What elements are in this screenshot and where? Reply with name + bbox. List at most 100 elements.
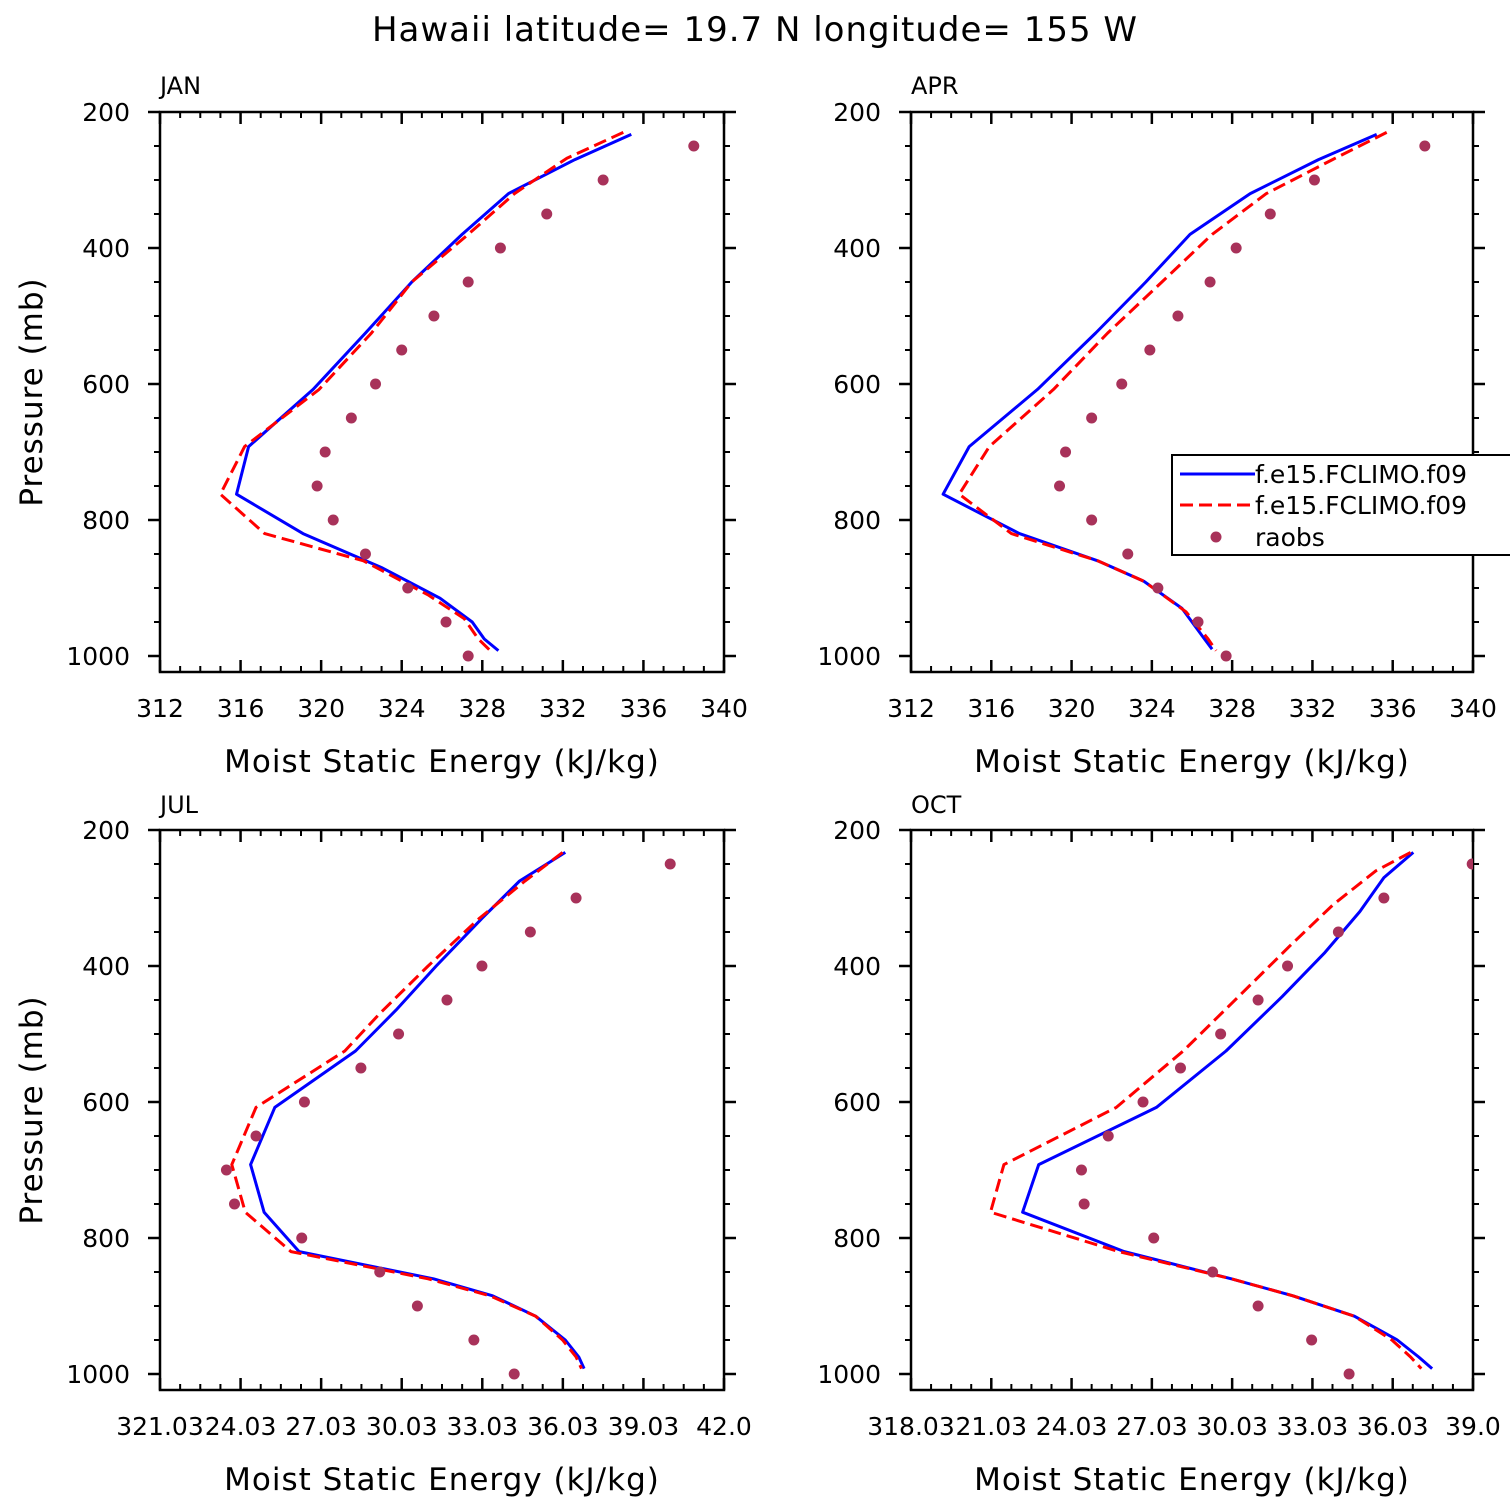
series-group	[220, 851, 676, 1380]
raobs-point	[1152, 582, 1164, 594]
model-dashed-line	[989, 851, 1423, 1370]
y-tick-label: 1000	[66, 642, 130, 671]
raobs-point	[311, 480, 323, 492]
raobs-point	[1220, 650, 1232, 662]
x-tick-label: 328	[458, 694, 506, 723]
raobs-point	[462, 276, 474, 288]
raobs-point	[345, 412, 357, 424]
x-tick-label: 318.03	[867, 1412, 954, 1441]
raobs-point	[688, 140, 700, 152]
raobs-point	[1060, 446, 1072, 458]
raobs-point	[396, 344, 408, 356]
x-axis-label: Moist Static Energy (kJ/kg)	[224, 744, 660, 780]
raobs-point	[1343, 1368, 1355, 1380]
raobs-point	[1102, 1130, 1114, 1142]
x-tick-label: 39.0	[1445, 1412, 1501, 1441]
x-axis-label: Moist Static Energy (kJ/kg)	[224, 1462, 660, 1498]
x-tick-label: 312	[887, 694, 935, 723]
raobs-point	[1172, 310, 1184, 322]
y-tick-label: 200	[82, 98, 130, 127]
raobs-point	[1252, 994, 1264, 1006]
raobs-point	[319, 446, 331, 458]
raobs-point	[1230, 242, 1242, 254]
y-axis-label: Pressure (mb)	[14, 277, 50, 506]
plot-frame	[158, 110, 726, 674]
x-tick-label: 332	[1289, 694, 1337, 723]
x-tick-label: 30.03	[1196, 1412, 1268, 1441]
raobs-point	[229, 1198, 241, 1210]
x-tick-label: 33.03	[446, 1412, 518, 1441]
raobs-point	[1148, 1232, 1160, 1244]
x-tick-label: 30.03	[366, 1412, 438, 1441]
x-tick-label: 336	[620, 694, 668, 723]
raobs-point	[524, 926, 536, 938]
raobs-point	[355, 1062, 367, 1074]
raobs-point	[1086, 412, 1098, 424]
series-group	[941, 131, 1431, 662]
y-tick-label: 600	[82, 370, 130, 399]
x-tick-label: 27.03	[1116, 1412, 1188, 1441]
raobs-point	[428, 310, 440, 322]
x-tick-label: 33.03	[1277, 1412, 1349, 1441]
raobs-point	[374, 1266, 386, 1278]
raobs-point	[359, 548, 371, 560]
y-tick-label: 600	[833, 370, 881, 399]
series-group	[989, 851, 1473, 1380]
raobs-point	[440, 616, 452, 628]
x-tick-label: 39.03	[608, 1412, 680, 1441]
plot-frame	[909, 828, 1475, 1392]
plot-frame	[909, 110, 1475, 674]
y-tick-label: 1000	[817, 1360, 881, 1389]
x-tick-label: 321.03	[116, 1412, 203, 1441]
chart-panel-apr: APR 312 316 320 324 328 332 336 340 200 400 600 800…	[817, 72, 1510, 780]
panel-title-jul: JUL	[158, 791, 199, 819]
x-tick-label: 24.03	[205, 1412, 277, 1441]
y-tick-label: 1000	[66, 1360, 130, 1389]
x-tick-label: 316	[967, 694, 1015, 723]
raobs-point	[1252, 1300, 1264, 1312]
raobs-point	[1086, 514, 1098, 526]
raobs-point	[1116, 378, 1128, 390]
series-group	[218, 131, 700, 662]
y-tick-label: 200	[833, 816, 881, 845]
raobs-point	[1378, 892, 1390, 904]
raobs-point	[597, 174, 609, 186]
raobs-point	[664, 858, 676, 870]
x-tick-label: 36.03	[1357, 1412, 1429, 1441]
model-solid-line	[1021, 851, 1434, 1370]
raobs-point	[1192, 616, 1204, 628]
raobs-point	[298, 1096, 310, 1108]
raobs-point	[462, 650, 474, 662]
y-tick-label: 200	[82, 816, 130, 845]
x-tick-label: 312	[136, 694, 184, 723]
raobs-point	[1122, 548, 1134, 560]
x-tick-label: 320	[297, 694, 345, 723]
x-tick-label: 328	[1208, 694, 1256, 723]
model-dashed-line	[218, 131, 624, 652]
x-tick-label: 36.03	[527, 1412, 599, 1441]
panel-title-oct: OCT	[911, 791, 962, 819]
x-tick-label: 340	[700, 694, 748, 723]
panel-title-jan: JAN	[158, 72, 201, 100]
raobs-point	[1207, 1266, 1219, 1278]
y-tick-label: 400	[833, 952, 881, 981]
y-tick-label: 200	[833, 98, 881, 127]
model-dashed-line	[957, 131, 1388, 652]
raobs-point	[220, 1164, 232, 1176]
y-tick-label: 800	[82, 1224, 130, 1253]
x-tick-label: 340	[1449, 694, 1497, 723]
x-axis-label: Moist Static Energy (kJ/kg)	[974, 1462, 1410, 1498]
x-axis-label: Moist Static Energy (kJ/kg)	[974, 744, 1410, 780]
raobs-point	[1174, 1062, 1186, 1074]
y-tick-label: 800	[82, 506, 130, 535]
legend-label: raobs	[1255, 523, 1325, 552]
raobs-point	[468, 1334, 480, 1346]
raobs-point	[476, 960, 488, 972]
y-tick-label: 800	[833, 506, 881, 535]
x-tick-label: 24.03	[1036, 1412, 1108, 1441]
chart-panel-oct: OCT 318.03 21.03 24.03 27.03 30.03 33.03 36.03…	[817, 791, 1500, 1498]
raobs-point	[296, 1232, 308, 1244]
raobs-point	[1308, 174, 1320, 186]
legend-marker	[1210, 531, 1222, 543]
